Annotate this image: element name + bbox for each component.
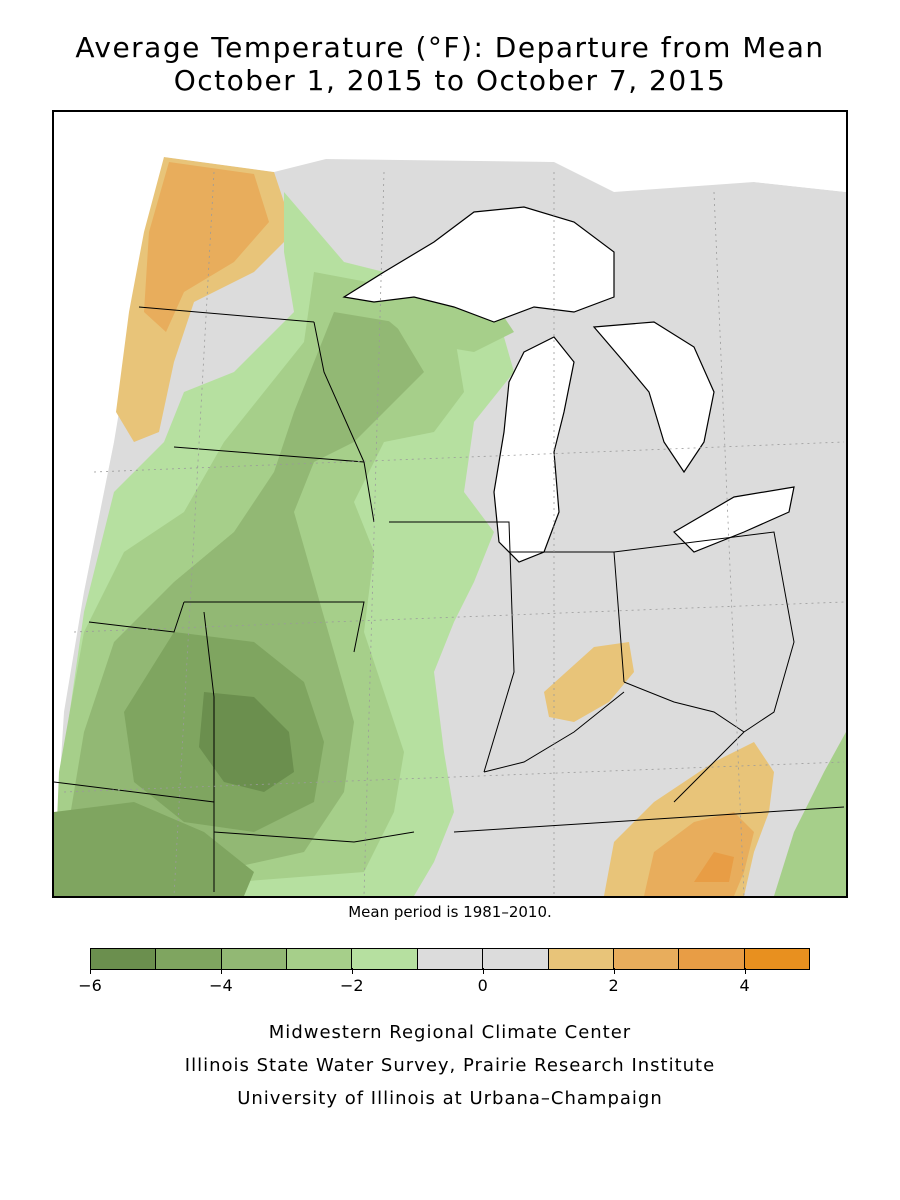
legend-swatch bbox=[352, 949, 418, 969]
canada-land-north bbox=[164, 112, 846, 192]
legend-tick-mark bbox=[482, 968, 484, 974]
credit-uiuc: University of Illinois at Urbana–Champai… bbox=[237, 1088, 663, 1109]
legend-tick-label: 2 bbox=[608, 976, 619, 995]
legend-swatch bbox=[287, 949, 353, 969]
map-title: Average Temperature (°F): Departure from… bbox=[75, 31, 825, 64]
legend-tick-mark bbox=[90, 968, 91, 974]
legend-swatch bbox=[613, 949, 680, 969]
legend-tick-mark bbox=[351, 968, 353, 974]
lake-erie bbox=[673, 486, 795, 553]
legend-swatch bbox=[221, 949, 288, 969]
lake-superior bbox=[342, 206, 615, 323]
temperature-departure-map bbox=[52, 110, 848, 898]
mean-period-note: Mean period is 1981–2010. bbox=[348, 903, 552, 921]
region-warm-indiana bbox=[544, 642, 634, 722]
legend-tick-label: 4 bbox=[739, 976, 750, 995]
legend-tick-mark bbox=[744, 968, 746, 974]
legend-swatch bbox=[679, 949, 745, 969]
region-warmer-northwest bbox=[144, 162, 269, 332]
map-canvas bbox=[54, 112, 846, 896]
legend-swatch bbox=[156, 949, 222, 969]
legend-swatch bbox=[744, 949, 809, 969]
region-cold-southwest bbox=[54, 802, 254, 896]
region-cool-southeast-corner bbox=[774, 732, 846, 896]
state-boundaries bbox=[54, 306, 845, 892]
region-coldest-core bbox=[199, 692, 294, 792]
legend-swatch bbox=[483, 949, 549, 969]
map-date-range: October 1, 2015 to October 7, 2015 bbox=[173, 64, 727, 97]
legend-tick-mark bbox=[220, 968, 222, 974]
legend-swatch bbox=[91, 949, 157, 969]
legend-swatch bbox=[417, 949, 484, 969]
legend-tick-label: 0 bbox=[477, 976, 488, 995]
graticule bbox=[63, 171, 845, 896]
credit-isws: Illinois State Water Survey, Prairie Res… bbox=[184, 1055, 716, 1076]
region-warmest-southeast bbox=[694, 852, 734, 882]
color-legend bbox=[90, 948, 810, 970]
legend-tick-label: −4 bbox=[209, 976, 233, 995]
legend-tick-label: −2 bbox=[340, 976, 364, 995]
lake-huron bbox=[592, 321, 715, 474]
legend-swatch bbox=[548, 949, 614, 969]
credit-mrcc: Midwestern Regional Climate Center bbox=[268, 1022, 632, 1043]
legend-tick-mark bbox=[613, 968, 615, 974]
legend-tick-label: −6 bbox=[78, 976, 102, 995]
